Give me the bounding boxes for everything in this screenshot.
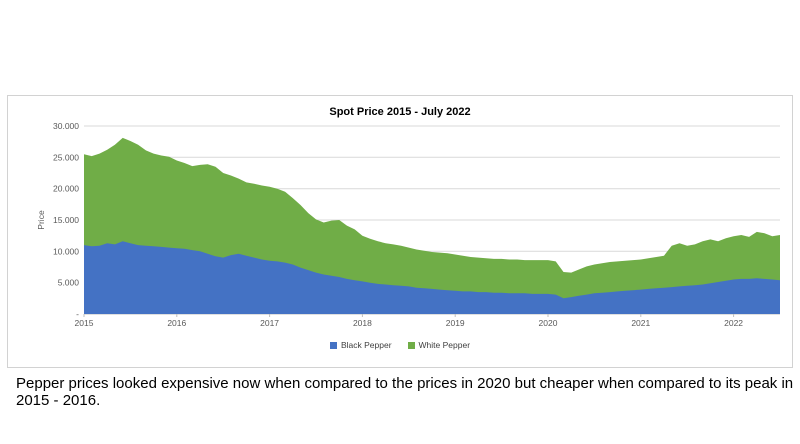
svg-text:15.000: 15.000	[53, 215, 79, 225]
svg-text:-: -	[76, 309, 79, 319]
chart-caption: Pepper prices looked expensive now when …	[16, 375, 794, 409]
svg-text:2019: 2019	[446, 318, 465, 328]
svg-text:2017: 2017	[260, 318, 279, 328]
svg-text:2022: 2022	[724, 318, 743, 328]
svg-text:20.000: 20.000	[53, 184, 79, 194]
svg-text:25.000: 25.000	[53, 152, 79, 162]
svg-text:2015: 2015	[75, 318, 94, 328]
svg-text:Price: Price	[36, 210, 46, 230]
svg-text:2016: 2016	[167, 318, 186, 328]
svg-text:5.000: 5.000	[58, 278, 80, 288]
svg-text:2018: 2018	[353, 318, 372, 328]
legend-label-white-pepper: White Pepper	[418, 340, 471, 350]
chart-plot: - 5.000 10.000 15.000 20.000 25.000 30.000 2015…	[36, 121, 780, 328]
legend-label-black-pepper: Black Pepper	[340, 340, 392, 350]
legend-item-black-pepper: Black Pepper	[329, 340, 392, 350]
svg-text:30.000: 30.000	[53, 121, 79, 131]
black-pepper-swatch-icon	[329, 341, 337, 349]
legend-item-white-pepper: White Pepper	[407, 340, 471, 350]
chart-title: Spot Price 2015 - July 2022	[329, 106, 471, 118]
svg-text:2021: 2021	[631, 318, 650, 328]
chart-legend: Black Pepper White Pepper	[329, 340, 471, 350]
svg-text:2020: 2020	[539, 318, 558, 328]
svg-text:10.000: 10.000	[53, 246, 79, 256]
chart-card: Spot Price 2015 - July 2022 - 5.000 10.000…	[7, 95, 793, 368]
white-pepper-swatch-icon	[407, 341, 415, 349]
